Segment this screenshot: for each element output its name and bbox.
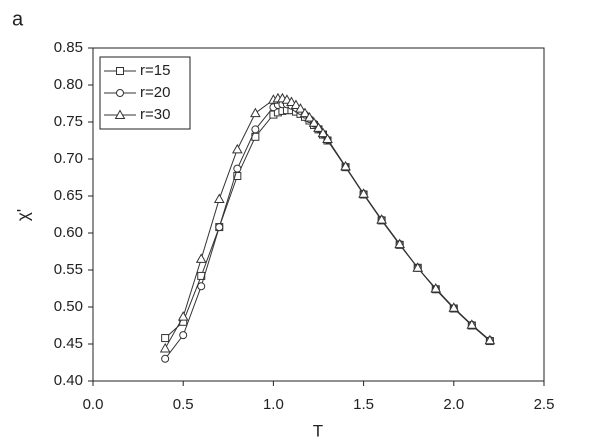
y-tick-label: 0.50 [54, 298, 83, 315]
marker [317, 127, 329, 138]
marker [430, 282, 442, 293]
y-tick-label: 0.75 [54, 113, 83, 130]
marker [215, 223, 224, 232]
marker [484, 334, 496, 345]
x-tick-label: 2.5 [534, 396, 555, 413]
y-tick-label: 0.70 [54, 150, 83, 167]
marker [299, 107, 311, 118]
x-axis-label: T [313, 421, 323, 440]
marker [313, 122, 324, 132]
marker [197, 282, 206, 291]
x-tick-label: 1.0 [263, 396, 284, 413]
legend-marker [116, 89, 124, 97]
y-tick-label: 0.55 [54, 261, 83, 278]
marker [340, 160, 351, 171]
marker [231, 143, 243, 154]
marker [250, 107, 261, 118]
legend-marker [114, 109, 126, 119]
plot-frame [92, 47, 545, 382]
y-tick-label: 0.40 [54, 372, 83, 389]
marker [308, 117, 320, 127]
marker [251, 125, 260, 134]
marker [412, 262, 424, 272]
marker [195, 253, 207, 263]
marker [159, 342, 171, 353]
legend-label: r=30 [140, 106, 170, 123]
y-tick-label: 0.45 [54, 335, 83, 352]
legend-box [99, 56, 191, 130]
legend-label: r=20 [140, 84, 170, 101]
marker [295, 103, 306, 113]
y-axis-label: χ' [13, 209, 32, 221]
x-tick-label: 2.0 [443, 396, 464, 413]
y-tick-label: 0.85 [54, 39, 83, 56]
x-tick-label: 0.5 [173, 396, 194, 413]
marker [322, 133, 333, 144]
marker [213, 193, 225, 203]
marker [448, 302, 460, 312]
x-tick-label: 1.5 [353, 396, 374, 413]
y-tick-label: 0.60 [54, 224, 83, 241]
marker [179, 331, 188, 340]
marker [376, 214, 387, 224]
series-line [164, 109, 491, 342]
marker [233, 164, 242, 173]
marker [161, 334, 170, 343]
marker [290, 99, 302, 109]
marker [394, 238, 406, 249]
marker [358, 188, 369, 198]
panel-label: a [12, 8, 24, 30]
marker [161, 354, 170, 363]
legend-label: r=15 [140, 62, 170, 79]
marker [177, 311, 189, 321]
marker [466, 319, 478, 329]
x-tick-label: 0.0 [83, 396, 104, 413]
marker [304, 112, 315, 122]
y-tick-label: 0.65 [54, 187, 83, 204]
y-tick-label: 0.80 [54, 76, 83, 93]
legend-marker [116, 67, 124, 75]
